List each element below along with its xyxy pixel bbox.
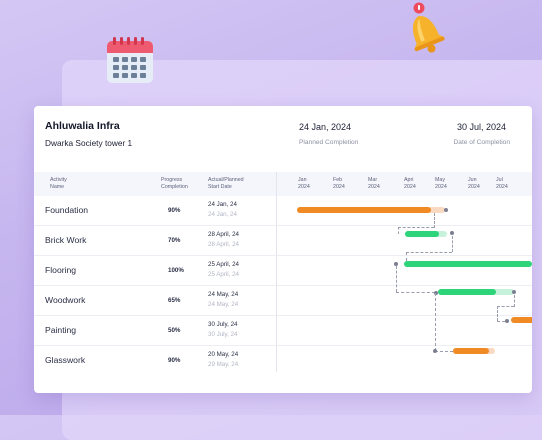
gantt-bar-glasswork[interactable] — [453, 348, 489, 354]
table-row[interactable]: Brick Work 70% 28 April, 24 28 April, 24 — [34, 226, 532, 256]
gantt-bar-painting[interactable] — [511, 317, 532, 323]
planned-start-date: 29 May, 24 — [208, 361, 239, 368]
table-row[interactable]: Painting 50% 30 July, 24 30 July, 24 — [34, 316, 532, 346]
dependency-connector — [398, 227, 434, 228]
completion-label: Date of Completion — [453, 139, 510, 146]
dependency-connector — [497, 321, 505, 322]
planned-start-date: 24 Jan, 24 — [208, 211, 237, 218]
header-activity: Activity Name — [50, 177, 67, 190]
activity-progress: 100% — [168, 267, 184, 274]
table-row[interactable]: Glasswork 90% 20 May, 24 29 May, 24 — [34, 346, 532, 376]
month-feb: Feb 2024 — [333, 177, 345, 190]
dependency-connector — [434, 213, 435, 228]
activity-progress: 65% — [168, 297, 181, 304]
planned-start-date: 25 April, 24 — [208, 271, 239, 278]
gantt-card: Ahluwalia Infra Dwarka Society tower 1 2… — [34, 106, 532, 393]
month-jun: Jun 2024 — [468, 177, 480, 190]
planned-start-date: 30 July, 24 — [208, 331, 238, 338]
table-row[interactable]: Foundation 90% 24 Jan, 24 24 Jan, 24 — [34, 196, 532, 226]
actual-start-date: 20 May, 24 — [208, 351, 239, 358]
activity-name: Glasswork — [45, 355, 86, 365]
dependency-connector — [452, 236, 453, 252]
actual-start-date: 24 Jan, 24 — [208, 201, 237, 208]
planned-start-date: 28 April, 24 — [208, 241, 239, 248]
actual-start-date: 28 April, 24 — [208, 231, 239, 238]
activity-progress: 90% — [168, 207, 181, 214]
planned-completion-date: 24 Jan, 2024 — [299, 122, 352, 132]
dependency-connector — [396, 292, 435, 293]
month-apr: Apri 2024 — [404, 177, 416, 190]
dependency-connector — [497, 306, 514, 307]
header-dates: Actual/Planned Start Date — [208, 177, 244, 190]
planned-completion-label: Planned Completion — [299, 139, 359, 146]
project-site: Dwarka Society tower 1 — [45, 138, 133, 148]
actual-start-date: 24 May, 24 — [208, 291, 239, 298]
gantt-start-marker — [394, 262, 398, 266]
activity-progress: 90% — [168, 357, 181, 364]
month-jul: Jul 2024 — [496, 177, 508, 190]
gantt-start-marker — [505, 319, 509, 323]
month-may: May 2024 — [435, 177, 447, 190]
gantt-end-marker — [512, 290, 516, 294]
activity-name: Painting — [45, 325, 77, 335]
activity-name: Woodwork — [45, 295, 86, 305]
gantt-start-marker — [433, 349, 437, 353]
notification-bell-icon — [412, 2, 445, 53]
dependency-connector — [514, 295, 515, 307]
gantt-end-marker — [450, 231, 454, 235]
actual-start-date: 30 July, 24 — [208, 321, 238, 328]
header-progress: Progress Completion — [161, 177, 188, 190]
project-name: Ahluwalia Infra — [45, 120, 120, 132]
table-header: Activity Name Progress Completion Actual/P… — [34, 172, 532, 196]
gantt-bar-foundation[interactable] — [297, 207, 431, 213]
planned-start-date: 24 May, 24 — [208, 301, 239, 308]
column-divider — [276, 172, 277, 372]
gantt-bar-brick-work[interactable] — [405, 231, 439, 237]
dependency-connector — [396, 266, 397, 292]
calendar-icon — [107, 37, 153, 83]
activity-progress: 70% — [168, 237, 181, 244]
dependency-connector — [435, 293, 436, 351]
activity-name: Foundation — [45, 205, 89, 215]
activity-progress: 50% — [168, 327, 181, 334]
month-jan: Jan 2024 — [298, 177, 310, 190]
gantt-start-marker — [434, 291, 438, 295]
gantt-bar-flooring[interactable] — [404, 261, 532, 267]
activity-name: Brick Work — [45, 235, 87, 245]
completion-date: 30 Jul, 2024 — [456, 122, 506, 132]
dependency-connector — [497, 306, 498, 321]
activity-name: Flooring — [45, 265, 77, 275]
gantt-end-marker — [444, 208, 448, 212]
table-row[interactable]: Woodwork 65% 24 May, 24 24 May, 24 — [34, 286, 532, 316]
dependency-connector — [398, 227, 399, 234]
month-mar: Mar 2024 — [368, 177, 380, 190]
dependency-connector — [406, 252, 407, 261]
gantt-bar-woodwork[interactable] — [438, 289, 496, 295]
dependency-connector — [435, 351, 453, 352]
dependency-connector — [406, 252, 452, 253]
table-row[interactable]: Flooring 100% 25 April, 24 25 April, 24 — [34, 256, 532, 286]
actual-start-date: 25 April, 24 — [208, 261, 239, 268]
